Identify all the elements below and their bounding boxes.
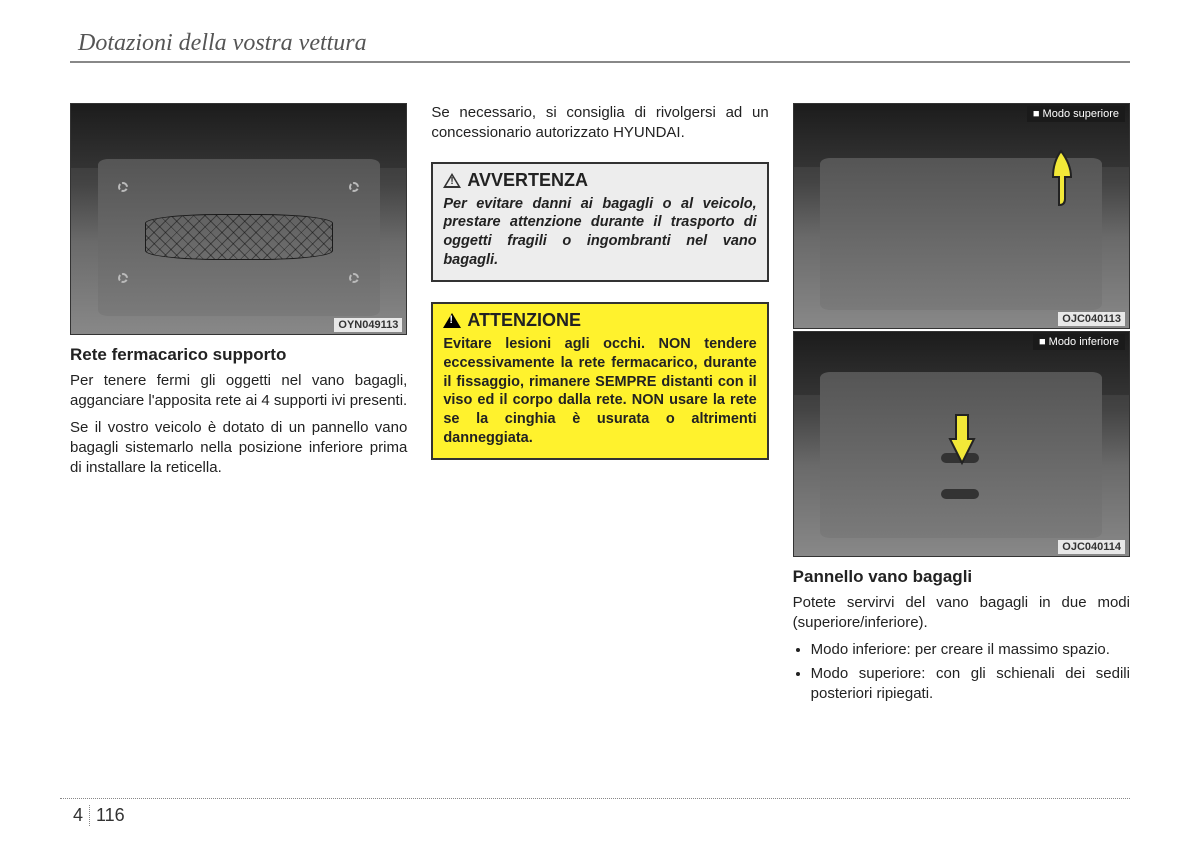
warning-body: Evitare lesioni agli occhi. NON tendere … [443,335,756,448]
list-item: Modo inferiore: per creare il massimo sp… [811,640,1130,660]
arrow-up-icon [1047,149,1075,209]
figure-upper-mode: ■ Modo superiore OJC040113 [793,103,1130,329]
page-number: 116 [96,805,125,825]
list-item: Modo superiore: con gli schienali dei se… [811,664,1130,705]
content-columns: OYN049113 Rete fermacarico supporto Per … [70,103,1130,708]
text-cargo-net-2: Se il vostro veicolo è dotato di un pann… [70,418,407,479]
warning-title: ATTENZIONE [443,310,756,331]
text-luggage-intro: Potete servirvi del vano bagagli in due … [793,593,1130,634]
text-cargo-net-1: Per tenere fermi gli oggetti nel vano ba… [70,371,407,412]
heading-luggage-panel: Pannello vano bagagli [793,567,1130,587]
chapter-title: Dotazioni della vostra vettura [78,30,1130,57]
mode-list: Modo inferiore: per creare il massimo sp… [793,640,1130,705]
arrow-down-icon [948,413,976,467]
figure-code-upper: OJC040113 [1058,312,1125,326]
figure-code: OYN049113 [334,318,402,332]
figure-code-lower: OJC040114 [1058,540,1125,554]
figure-cargo-net: OYN049113 [70,103,407,335]
figure-lower-mode: ■ Modo inferiore OJC040114 [793,331,1130,557]
column-right: ■ Modo superiore OJC040113 ■ Modo inferi… [793,103,1130,708]
notice-body: Per evitare danni ai bagagli o al veicol… [443,195,756,270]
notice-title: AVVERTENZA [443,170,756,191]
notice-avvertenza: AVVERTENZA Per evitare danni ai bagagli … [431,162,768,282]
figure-tag-lower: ■ Modo inferiore [1033,334,1125,350]
text-dealer-advice: Se necessario, si consiglia di rivolgers… [431,103,768,144]
page-footer: 4 116 [60,798,1130,826]
figure-tag-upper: ■ Modo superiore [1027,106,1125,122]
column-left: OYN049113 Rete fermacarico supporto Per … [70,103,407,708]
heading-cargo-net: Rete fermacarico supporto [70,345,407,365]
caution-triangle-icon [443,313,461,328]
warning-attenzione: ATTENZIONE Evitare lesioni agli occhi. N… [431,302,768,460]
warning-title-text: ATTENZIONE [467,310,581,331]
figure-tag-lower-text: Modo inferiore [1049,336,1119,348]
column-center: Se necessario, si consiglia di rivolgers… [431,103,768,708]
header-rule [70,61,1130,63]
chapter-number: 4 [60,805,90,826]
figure-tag-upper-text: Modo superiore [1043,108,1119,120]
warning-triangle-icon [443,173,461,188]
notice-title-text: AVVERTENZA [467,170,588,191]
